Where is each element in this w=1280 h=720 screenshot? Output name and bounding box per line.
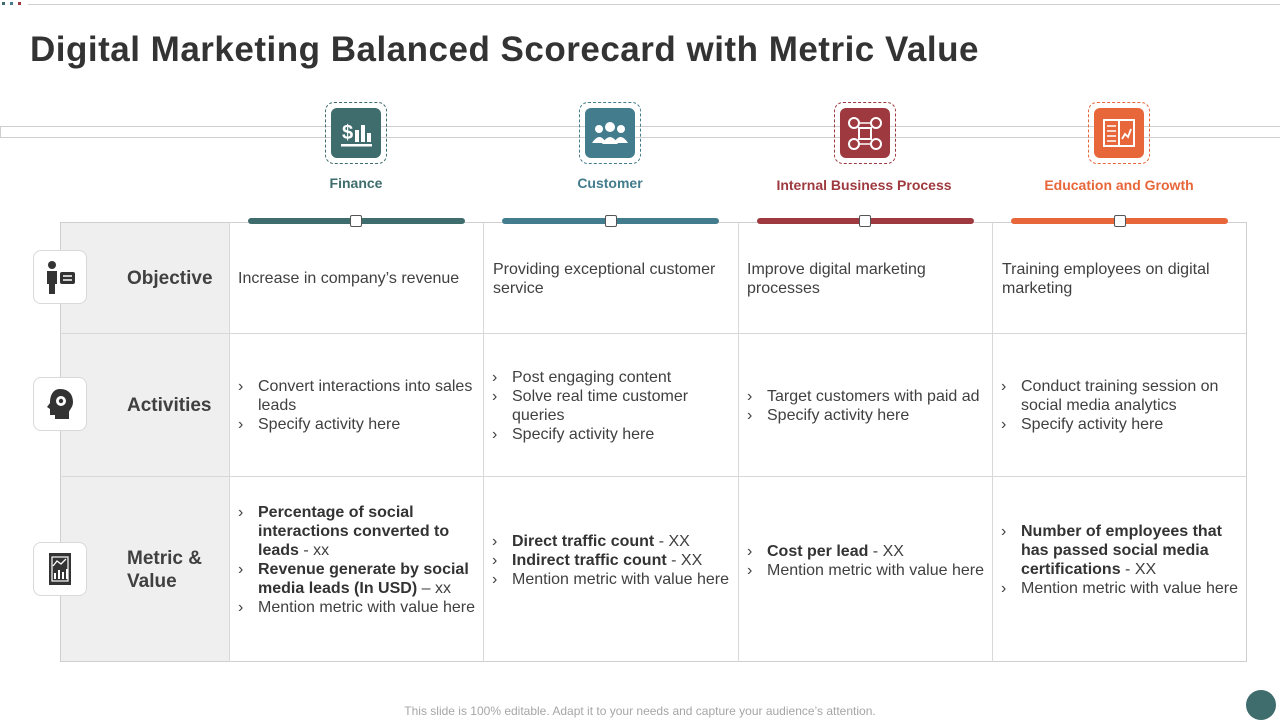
activities-row-icon <box>33 377 87 431</box>
list-item: Indirect traffic count - XX <box>492 551 730 570</box>
list-item: Post engaging content <box>492 368 730 387</box>
head-gear-icon <box>47 389 73 419</box>
list-item: Mention metric with value here <box>747 561 985 580</box>
list-item: Target customers with paid ad <box>747 387 985 406</box>
row-label-objective: Objective <box>127 268 213 289</box>
activities-cell-education: Conduct training session on social media… <box>1001 377 1239 434</box>
list-item: Mention metric with value here <box>492 570 730 589</box>
list-item: Cost per lead - XX <box>747 542 985 561</box>
list-item: Percentage of social interactions conver… <box>238 503 476 560</box>
list-item: Solve real time customer queries <box>492 387 730 425</box>
list-item: Direct traffic count - XX <box>492 532 730 551</box>
list-item: Mention metric with value here <box>1001 579 1239 598</box>
list-item: Specify activity here <box>238 415 476 434</box>
list-item: Conduct training session on social media… <box>1001 377 1239 415</box>
row-header-column <box>60 222 229 662</box>
chart-document-icon <box>49 553 71 585</box>
list-item: Revenue generate by social media leads (… <box>238 560 476 598</box>
activities-cell-finance: Convert interactions into sales leads Sp… <box>238 377 476 434</box>
grid-divider <box>738 222 739 662</box>
column-label-education: Education and Growth <box>1044 177 1194 193</box>
finance-chart-icon: $ <box>331 108 381 158</box>
process-flow-icon <box>840 108 890 158</box>
page-title: Digital Marketing Balanced Scorecard wit… <box>30 30 979 69</box>
grid-divider <box>992 222 993 662</box>
corner-circle <box>1246 690 1276 720</box>
activities-cell-customer: Post engaging content Solve real time cu… <box>492 368 730 444</box>
corner-accent-dots <box>2 2 21 5</box>
education-icon-frame <box>1088 102 1150 164</box>
process-icon-frame <box>834 102 896 164</box>
activities-cell-process: Target customers with paid ad Specify ac… <box>747 387 985 425</box>
metric-cell-education: Number of employees that has passed soci… <box>1001 522 1239 598</box>
education-bar-knob <box>1114 215 1126 227</box>
row-label-metric: Metric & Value <box>127 548 202 592</box>
column-label-finance: Finance <box>329 175 383 191</box>
process-bar-knob <box>859 215 871 227</box>
customer-group-icon <box>585 108 635 158</box>
finance-bar-knob <box>350 215 362 227</box>
objective-cell-process: Improve digital marketing processes <box>747 261 926 297</box>
grid-divider <box>60 333 1247 334</box>
metric-cell-finance: Percentage of social interactions conver… <box>238 503 476 617</box>
column-label-process: Internal Business Process <box>776 177 952 193</box>
list-item: Mention metric with value here <box>238 598 476 617</box>
objective-row-icon <box>33 250 87 304</box>
customer-icon-frame <box>579 102 641 164</box>
column-label-customer: Customer <box>577 175 643 191</box>
education-book-icon <box>1094 108 1144 158</box>
metric-cell-customer: Direct traffic count - XX Indirect traff… <box>492 532 730 589</box>
objective-cell-customer: Providing exceptional customer service <box>493 261 716 297</box>
grid-divider <box>60 476 1247 477</box>
list-item: Convert interactions into sales leads <box>238 377 476 415</box>
list-item: Specify activity here <box>492 425 730 444</box>
objective-cell-education: Training employees on digital marketing <box>1002 261 1210 297</box>
list-item: Specify activity here <box>1001 415 1239 434</box>
top-divider <box>28 4 1280 5</box>
svg-text:$: $ <box>342 122 353 144</box>
metric-cell-process: Cost per lead - XX Mention metric with v… <box>747 542 985 580</box>
metric-row-icon <box>33 542 87 596</box>
finance-icon-frame: $ <box>325 102 387 164</box>
objective-cell-finance: Increase in company’s revenue <box>238 270 460 287</box>
grid-divider <box>229 222 230 662</box>
list-item: Number of employees that has passed soci… <box>1001 522 1239 579</box>
presenter-icon <box>47 261 75 294</box>
list-item: Specify activity here <box>747 406 985 425</box>
customer-bar-knob <box>605 215 617 227</box>
row-label-activities: Activities <box>127 395 212 416</box>
grid-divider <box>483 222 484 662</box>
footer-note: This slide is 100% editable. Adapt it to… <box>404 704 876 718</box>
